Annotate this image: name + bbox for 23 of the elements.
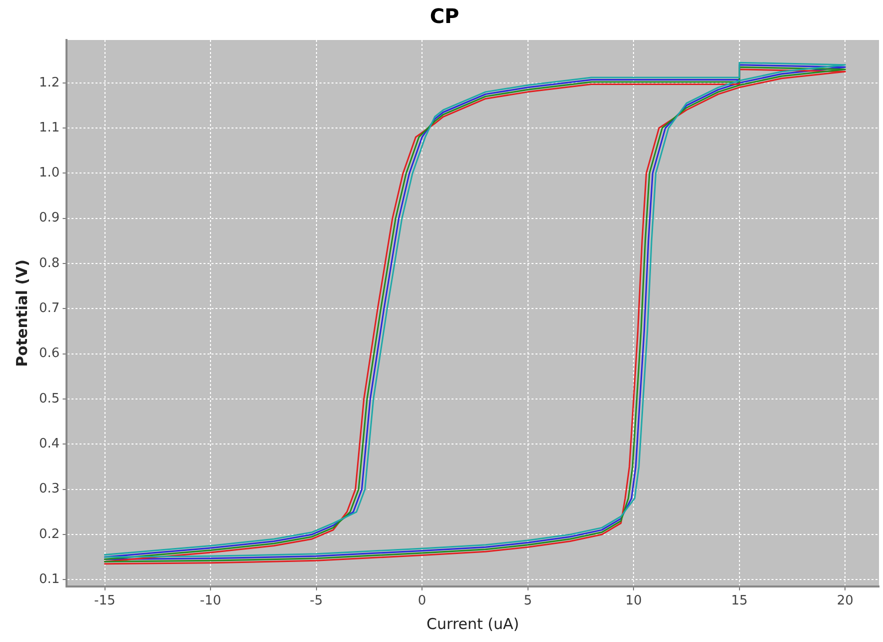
y-tick-label: 0.6 [38,346,60,362]
y-tick-label: 1.1 [38,120,60,136]
y-axis-title: Potential (V) [12,259,31,367]
y-tick-label: 0.7 [38,301,60,316]
y-tick-label: 0.5 [38,391,60,406]
x-tick-label: 20 [836,594,854,609]
x-tick-label: -15 [94,594,116,609]
x-tick-label: 15 [731,594,748,609]
y-tick-label: 1.0 [38,166,60,181]
y-tick-label: 0.1 [38,572,60,587]
x-tick-label: 10 [625,594,642,609]
y-tick-label: 0.4 [38,436,60,452]
x-tick-label: -5 [310,594,323,609]
y-tick-label: 0.2 [38,526,60,542]
x-axis-title: Current (uA) [426,614,520,633]
y-tick-label: 0.3 [38,482,60,497]
y-tick-label: 1.2 [38,75,60,90]
x-tick-label: 0 [418,594,426,609]
y-tick-label: 0.8 [38,256,60,271]
chart-title: CP [430,4,460,28]
y-tick-label: 0.9 [38,210,60,226]
x-tick-label: 5 [524,594,532,609]
x-tick-label: -10 [200,594,222,609]
